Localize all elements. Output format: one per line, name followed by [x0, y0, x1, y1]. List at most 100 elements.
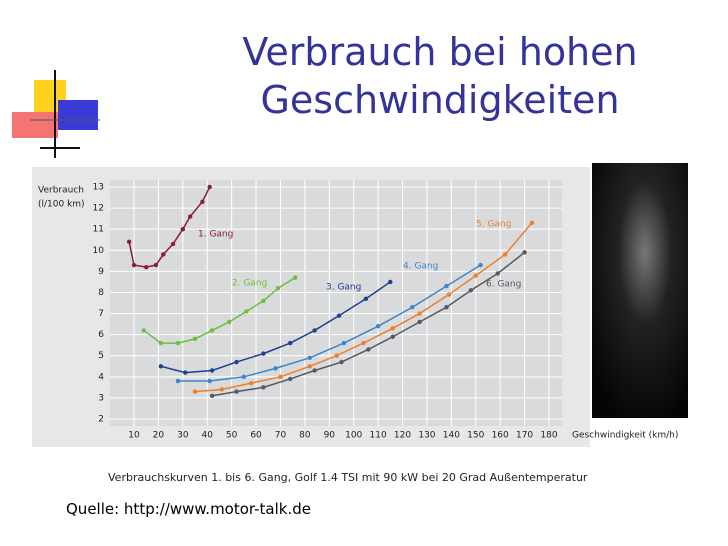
data-point	[410, 305, 415, 310]
data-point	[334, 353, 339, 358]
data-point	[244, 309, 249, 314]
y-axis-label: (l/100 km)	[38, 200, 85, 210]
series-label: 6. Gang	[486, 280, 521, 290]
series-line	[160, 281, 391, 374]
data-point	[288, 376, 293, 382]
data-point	[144, 264, 149, 270]
data-point	[170, 241, 176, 247]
data-point	[446, 292, 452, 297]
data-point	[131, 262, 137, 268]
data-point	[388, 279, 393, 285]
x-tick-label: 150	[467, 431, 484, 441]
data-point	[241, 374, 247, 380]
series-label: 2. Gang	[232, 279, 267, 289]
series-label: 3. Gang	[326, 283, 361, 293]
data-point	[336, 313, 342, 318]
data-point	[390, 334, 395, 339]
data-point	[234, 389, 239, 394]
x-axis-label: Geschwindigkeit (km/h)	[572, 431, 678, 441]
data-point	[175, 340, 181, 346]
y-axis-label: Verbrauch	[38, 186, 84, 196]
data-point	[261, 298, 266, 304]
y-tick-label: 9	[98, 267, 104, 277]
x-tick-label: 180	[540, 431, 557, 441]
data-point	[288, 340, 293, 346]
x-tick-label: 120	[394, 431, 411, 441]
data-point	[183, 370, 188, 375]
slide-title: Geschwindigkeiten	[260, 78, 620, 122]
data-point	[278, 374, 283, 380]
data-point	[366, 347, 371, 352]
x-tick-label: 140	[443, 431, 460, 441]
data-point	[200, 199, 205, 204]
data-point	[341, 340, 347, 346]
data-point	[390, 326, 395, 331]
data-point	[158, 340, 164, 346]
series-line	[177, 264, 482, 382]
data-point	[219, 387, 225, 392]
data-point	[209, 328, 215, 333]
x-tick-label: 170	[516, 431, 533, 441]
data-point	[234, 359, 239, 365]
data-point	[307, 364, 312, 369]
data-point	[209, 393, 215, 398]
series-line	[143, 277, 296, 344]
data-point	[529, 220, 535, 226]
data-point	[468, 288, 474, 293]
x-tick-label: 60	[250, 431, 262, 441]
data-point	[209, 368, 215, 373]
data-point	[361, 340, 366, 346]
y-tick-label: 4	[98, 372, 104, 382]
data-point	[158, 364, 164, 369]
x-tick-label: 50	[226, 431, 238, 441]
data-point	[495, 271, 500, 276]
y-tick-label: 13	[93, 183, 104, 193]
x-tick-label: 100	[345, 431, 362, 441]
data-point	[227, 319, 232, 325]
y-tick-label: 8	[98, 288, 104, 298]
data-point	[261, 385, 266, 390]
series-label: 4. Gang	[403, 262, 438, 272]
source: Quelle: http://www.motor-talk.de	[66, 500, 311, 518]
data-point	[417, 319, 422, 325]
data-point	[473, 273, 478, 278]
y-tick-label: 2	[98, 415, 104, 425]
x-tick-label: 40	[202, 431, 214, 441]
x-tick-label: 130	[418, 431, 435, 441]
y-tick-label: 6	[98, 330, 104, 340]
data-point	[161, 252, 166, 257]
y-tick-label: 7	[98, 309, 104, 319]
data-point	[180, 226, 186, 232]
y-tick-label: 5	[98, 351, 104, 361]
x-tick-label: 80	[299, 431, 311, 441]
x-tick-label: 160	[492, 431, 509, 441]
data-point	[502, 252, 508, 257]
data-point	[312, 368, 317, 373]
x-tick-label: 10	[128, 431, 140, 441]
x-tick-label: 110	[370, 431, 387, 441]
data-point	[417, 311, 422, 316]
data-point	[339, 359, 344, 365]
x-tick-label: 20	[153, 431, 165, 441]
data-point	[207, 184, 212, 190]
data-point	[522, 250, 527, 255]
data-point	[175, 378, 181, 384]
data-point	[141, 328, 146, 333]
data-point	[187, 214, 193, 219]
data-point	[248, 380, 254, 386]
x-tick-label: 70	[275, 431, 287, 441]
series-label: 5. Gang	[476, 220, 511, 230]
data-point	[126, 239, 132, 245]
data-point	[192, 336, 198, 342]
data-point	[275, 286, 281, 291]
y-tick-label: 3	[98, 393, 104, 403]
data-point	[478, 262, 483, 268]
x-tick-label: 90	[324, 431, 336, 441]
caption: Verbrauchskurven 1. bis 6. Gang, Golf 1.…	[108, 471, 588, 484]
data-point	[307, 355, 312, 361]
data-point	[444, 283, 449, 289]
data-point	[312, 328, 317, 333]
data-point	[375, 324, 381, 329]
